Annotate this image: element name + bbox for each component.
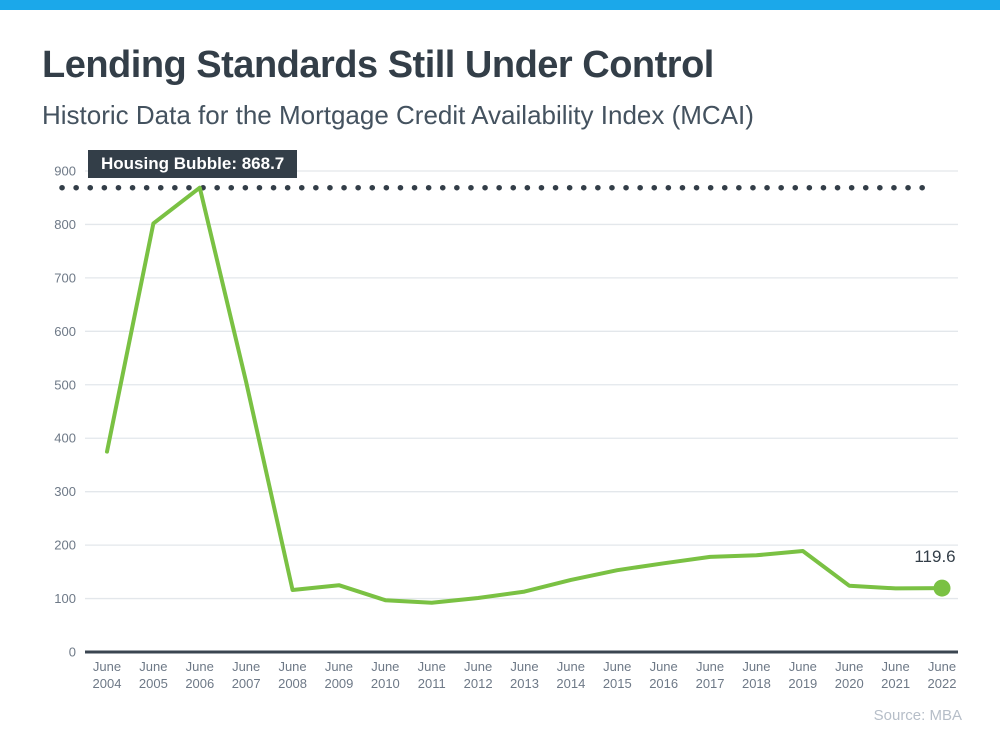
- x-axis-tick-month: June: [93, 659, 121, 674]
- y-axis-tick-label: 500: [54, 377, 76, 392]
- x-axis-tick-month: June: [882, 659, 910, 674]
- x-axis-tick-month: June: [186, 659, 214, 674]
- x-axis-tick-year: 2022: [928, 676, 957, 691]
- y-axis-tick-label: 200: [54, 538, 76, 553]
- x-axis-tick-year: 2014: [556, 676, 585, 691]
- x-axis-tick-month: June: [278, 659, 306, 674]
- x-axis-tick-month: June: [835, 659, 863, 674]
- x-axis-tick-year: 2007: [232, 676, 261, 691]
- x-axis-tick-year: 2005: [139, 676, 168, 691]
- x-axis-tick-year: 2009: [324, 676, 353, 691]
- x-axis-tick-month: June: [557, 659, 585, 674]
- x-axis-tick-year: 2020: [835, 676, 864, 691]
- x-axis-tick-month: June: [789, 659, 817, 674]
- x-axis-tick-year: 2016: [649, 676, 678, 691]
- y-axis-tick-label: 900: [54, 164, 76, 179]
- x-axis-tick-year: 2017: [696, 676, 725, 691]
- x-axis-tick-month: June: [418, 659, 446, 674]
- y-axis-tick-label: 700: [54, 270, 76, 285]
- x-axis-tick-year: 2013: [510, 676, 539, 691]
- x-axis-tick-year: 2019: [788, 676, 817, 691]
- mcai-series-line: [105, 185, 944, 605]
- y-axis-tick-label: 400: [54, 431, 76, 446]
- x-axis-tick-month: June: [928, 659, 956, 674]
- x-axis-tick-month: June: [510, 659, 538, 674]
- x-axis-tick-year: 2004: [93, 676, 122, 691]
- x-axis-tick-year: 2015: [603, 676, 632, 691]
- page-title: Lending Standards Still Under Control: [42, 44, 714, 86]
- y-axis-tick-label: 600: [54, 324, 76, 339]
- x-axis-tick-month: June: [232, 659, 260, 674]
- x-axis-tick-month: June: [650, 659, 678, 674]
- x-axis-tick-month: June: [371, 659, 399, 674]
- y-axis-tick-label: 800: [54, 217, 76, 232]
- x-axis-tick-year: 2012: [464, 676, 493, 691]
- x-axis-tick-month: June: [742, 659, 770, 674]
- y-axis-tick-label: 0: [69, 645, 76, 660]
- x-axis-tick-month: June: [139, 659, 167, 674]
- y-axis-tick-label: 300: [54, 484, 76, 499]
- top-accent-bar: [0, 0, 1000, 10]
- x-axis-tick-month: June: [464, 659, 492, 674]
- x-axis-tick-year: 2008: [278, 676, 307, 691]
- x-axis-tick-month: June: [325, 659, 353, 674]
- x-axis-tick-year: 2006: [185, 676, 214, 691]
- x-axis-tick-month: June: [696, 659, 724, 674]
- latest-point-marker: [933, 579, 951, 597]
- x-axis-tick-year: 2021: [881, 676, 910, 691]
- latest-value-label: 119.6: [914, 547, 956, 566]
- source-credit: Source: MBA: [873, 707, 962, 724]
- page-subtitle: Historic Data for the Mortgage Credit Av…: [42, 100, 754, 130]
- x-axis-tick-year: 2018: [742, 676, 771, 691]
- y-axis-tick-label: 100: [54, 591, 76, 606]
- reference-line-label: Housing Bubble: 868.7: [88, 150, 298, 178]
- x-axis-tick-year: 2011: [418, 676, 446, 691]
- x-axis-tick-year: 2010: [371, 676, 400, 691]
- x-axis-tick-month: June: [603, 659, 631, 674]
